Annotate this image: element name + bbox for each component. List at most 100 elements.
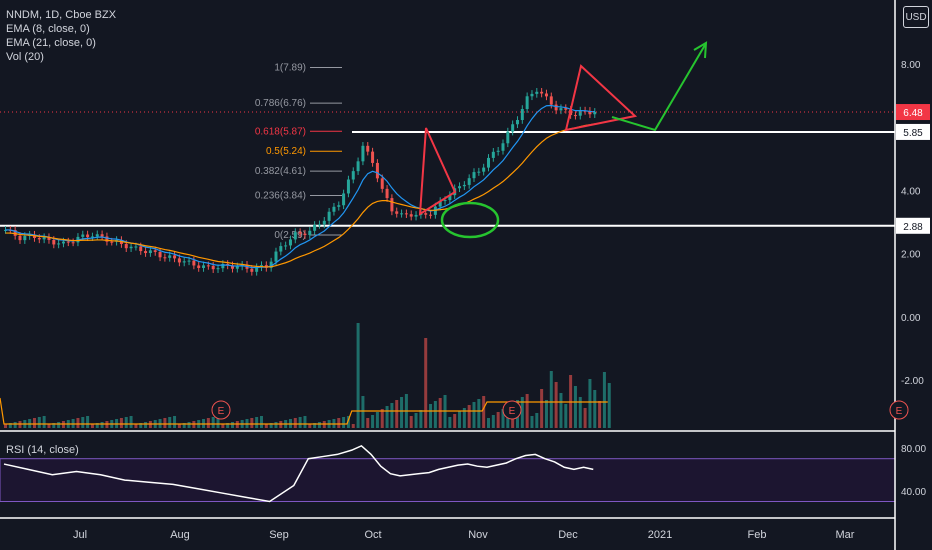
- candle-body: [462, 184, 466, 187]
- volume-bar: [390, 403, 394, 428]
- rsi-tick-0: 80.00: [901, 444, 926, 455]
- fib-label-0: 1(7.89): [274, 62, 306, 73]
- candle-body: [332, 206, 336, 212]
- volume-bar: [361, 396, 365, 428]
- candle-body: [361, 145, 365, 162]
- volume-bar: [4, 424, 7, 428]
- candle-body: [409, 214, 413, 217]
- volume-bar: [598, 401, 602, 428]
- candle-body: [487, 157, 490, 168]
- volume-bar: [496, 412, 500, 428]
- volume-bar: [535, 413, 539, 428]
- candle-body: [588, 110, 592, 115]
- candle-body: [221, 263, 225, 269]
- volume-bar: [544, 400, 548, 428]
- volume-bar: [482, 396, 486, 428]
- candle-body: [182, 261, 186, 263]
- candle-body: [380, 178, 384, 189]
- candle-body: [95, 234, 99, 237]
- volume-bar: [525, 394, 529, 428]
- candle-body: [395, 211, 399, 214]
- candle-body: [110, 241, 114, 243]
- volume-bar: [259, 416, 263, 428]
- candle-body: [593, 111, 597, 115]
- consolidation-ellipse: [440, 201, 500, 239]
- time-tick-3: Oct: [364, 529, 381, 541]
- candle-body: [520, 109, 524, 121]
- volume-bar: [583, 408, 587, 428]
- time-tick-8: Mar: [836, 529, 855, 541]
- candle-body: [501, 143, 505, 151]
- candle-body: [390, 198, 394, 212]
- candle-body: [206, 265, 210, 267]
- volume-bar: [395, 400, 399, 428]
- volume-bar: [453, 414, 457, 428]
- fib-label-1: 0.786(6.76): [255, 98, 306, 109]
- candle-body: [148, 250, 152, 254]
- chart-title: NNDM, 1D, Cboe BZX: [6, 9, 117, 21]
- volume-bar: [274, 422, 278, 428]
- volume-bar: [520, 397, 524, 428]
- volume-bar: [375, 412, 379, 428]
- candle-body: [66, 241, 70, 243]
- candle-body: [448, 195, 452, 201]
- candle-body: [269, 261, 273, 268]
- candle-body: [491, 151, 495, 158]
- candle-body: [250, 268, 254, 272]
- candle-body: [202, 265, 206, 268]
- volume-bar: [163, 418, 167, 428]
- earnings-marker-0: [211, 400, 231, 420]
- candle-body: [544, 93, 548, 97]
- candle-body: [515, 120, 519, 125]
- volume-bar: [429, 404, 433, 428]
- volume-bar: [564, 404, 568, 428]
- candle-body: [293, 232, 297, 240]
- candle-body: [549, 96, 553, 105]
- earnings-marker-1: [502, 400, 522, 420]
- pennant-triangle-1: [418, 127, 457, 216]
- volume-bar: [100, 422, 104, 428]
- candle-body: [71, 242, 75, 244]
- currency-button[interactable]: USD: [903, 6, 929, 28]
- candle-body: [129, 246, 133, 249]
- candle-body: [530, 93, 534, 97]
- candle-body: [356, 161, 360, 172]
- volume-bar: [119, 418, 123, 428]
- price-tick-3: 2.00: [901, 250, 921, 261]
- volume-bar: [588, 379, 592, 428]
- rsi-line: [3, 444, 594, 503]
- volume-bar: [530, 416, 534, 428]
- volume-bar: [129, 416, 133, 428]
- volume-bar: [57, 422, 61, 428]
- price-tag-0: [896, 104, 930, 121]
- volume-bar: [448, 417, 452, 428]
- volume-bar: [467, 405, 471, 428]
- time-tick-5: Dec: [558, 529, 578, 541]
- volume-bar: [81, 417, 85, 428]
- volume-bar: [293, 418, 297, 428]
- candle-body: [279, 246, 283, 252]
- volume-bar: [414, 413, 418, 428]
- candle-body: [308, 230, 312, 236]
- candle-body: [90, 236, 94, 238]
- candle-body: [482, 167, 486, 172]
- volume-bar: [231, 422, 235, 428]
- candle-body: [192, 260, 196, 266]
- ema-21-line: [5, 123, 595, 268]
- candle-body: [371, 151, 375, 163]
- volume-bar: [462, 408, 466, 428]
- volume-bar: [438, 398, 442, 428]
- candle-body: [429, 214, 433, 216]
- volume-bar: [211, 417, 215, 428]
- candle-body: [458, 186, 462, 189]
- volume-bar: [458, 411, 462, 428]
- candle-body: [506, 131, 510, 144]
- volume-bar: [221, 424, 225, 428]
- volume-bar: [424, 338, 428, 428]
- candle-body: [298, 232, 302, 234]
- volume-bar: [342, 417, 346, 428]
- candle-body: [47, 237, 51, 240]
- fib-label-5: 0.236(3.84): [255, 190, 306, 201]
- price-tag-1: [896, 123, 930, 140]
